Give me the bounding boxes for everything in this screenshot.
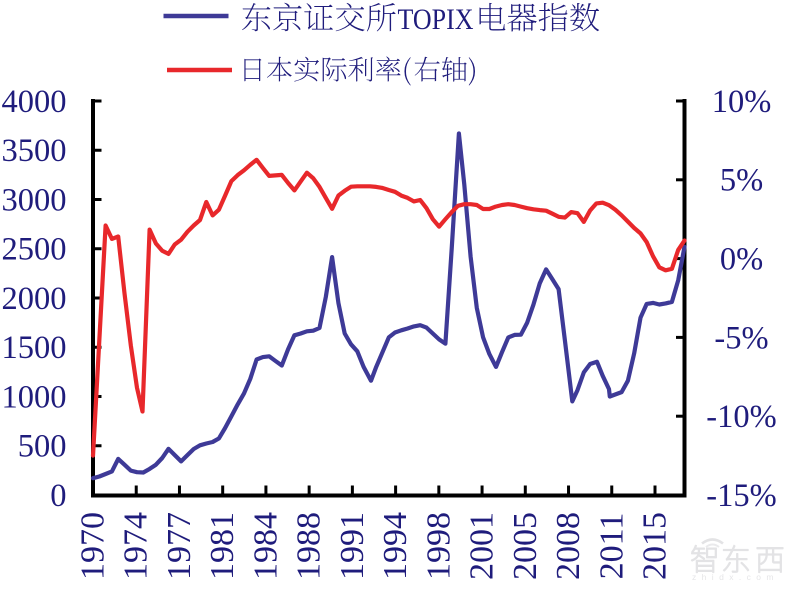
svg-text:3000: 3000 [2, 182, 67, 218]
svg-text:3500: 3500 [2, 133, 67, 169]
svg-text:1977: 1977 [161, 512, 198, 580]
svg-text:1984: 1984 [247, 512, 284, 580]
svg-text:5%: 5% [720, 163, 763, 199]
svg-text:1500: 1500 [2, 330, 67, 366]
svg-text:1991: 1991 [334, 512, 371, 580]
svg-text:1000: 1000 [2, 379, 67, 415]
svg-text:2015: 2015 [637, 512, 674, 580]
svg-text:1988: 1988 [291, 512, 328, 580]
svg-text:2005: 2005 [507, 512, 544, 580]
svg-text:zhidx.com: zhidx.com [692, 572, 779, 582]
svg-text:1981: 1981 [204, 512, 241, 580]
svg-text:TOPIX: TOPIX [398, 3, 474, 36]
svg-text:2001: 2001 [464, 512, 501, 580]
svg-text:2008: 2008 [550, 512, 587, 580]
svg-text:1974: 1974 [118, 512, 155, 580]
svg-text:10%: 10% [712, 84, 772, 120]
svg-text:500: 500 [18, 429, 67, 465]
svg-text:-15%: -15% [706, 478, 776, 514]
svg-text:-5%: -5% [714, 320, 768, 356]
svg-text:0%: 0% [720, 242, 763, 278]
svg-text:1998: 1998 [420, 512, 457, 580]
svg-text:4000: 4000 [2, 84, 67, 120]
svg-text:-10%: -10% [706, 399, 776, 435]
svg-text:1970: 1970 [75, 512, 112, 580]
svg-text:2500: 2500 [2, 232, 67, 268]
svg-text:0: 0 [50, 478, 66, 514]
svg-text:1994: 1994 [377, 512, 414, 580]
svg-text:2011: 2011 [593, 513, 630, 580]
svg-text:2000: 2000 [2, 281, 67, 317]
